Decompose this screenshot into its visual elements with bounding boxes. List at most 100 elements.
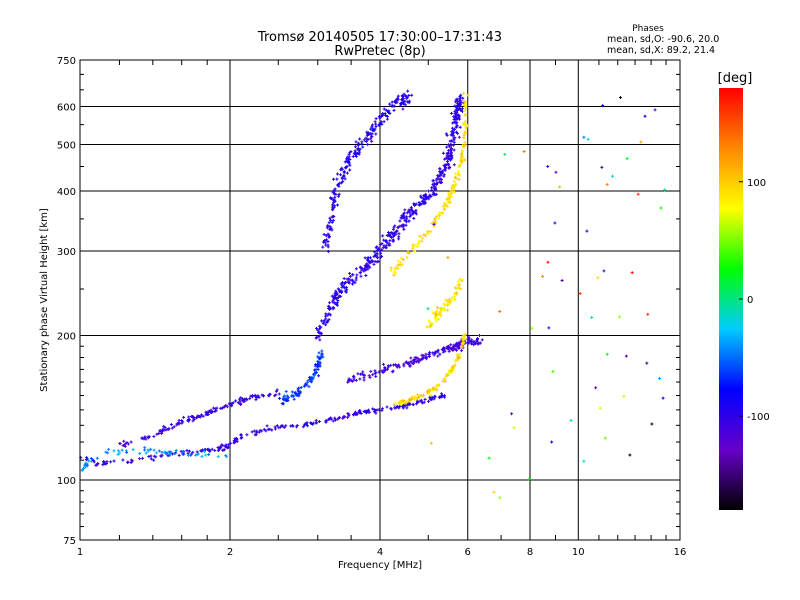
- data-point: [432, 192, 436, 196]
- data-point: [205, 413, 209, 417]
- data-point: [438, 180, 442, 184]
- data-point: [440, 178, 443, 182]
- data-point: [116, 449, 120, 453]
- data-point: [453, 344, 457, 348]
- x-tick-label: 1: [77, 547, 83, 558]
- data-point: [421, 401, 425, 405]
- data-point: [503, 152, 507, 156]
- data-point: [306, 379, 310, 383]
- data-point: [230, 401, 234, 405]
- data-point: [362, 378, 366, 382]
- data-point: [283, 398, 287, 402]
- data-point: [590, 315, 594, 319]
- data-point: [382, 120, 386, 124]
- y-tick-label: 100: [57, 476, 76, 487]
- data-point: [547, 326, 551, 330]
- data-point: [434, 217, 438, 221]
- data-point: [456, 113, 460, 117]
- data-point: [386, 110, 390, 114]
- data-point: [420, 239, 424, 243]
- data-point: [447, 302, 451, 306]
- data-point: [630, 271, 634, 275]
- data-point: [437, 216, 441, 220]
- data-point: [291, 393, 295, 397]
- data-point: [353, 145, 357, 149]
- data-point: [428, 350, 432, 354]
- data-point: [381, 114, 385, 118]
- data-point: [470, 340, 474, 344]
- data-point: [366, 137, 370, 141]
- data-point: [371, 123, 375, 127]
- data-point: [258, 428, 262, 432]
- data-point: [369, 369, 373, 373]
- data-point: [358, 137, 362, 141]
- data-point: [450, 189, 454, 193]
- data-point: [432, 222, 436, 226]
- data-point: [333, 199, 337, 203]
- data-point: [324, 420, 328, 424]
- data-point: [442, 307, 446, 311]
- data-point: [347, 377, 351, 381]
- data-point: [418, 399, 422, 403]
- data-point: [388, 239, 392, 243]
- data-point: [208, 449, 212, 453]
- data-point: [236, 401, 240, 405]
- data-point: [329, 416, 333, 420]
- data-point: [391, 227, 395, 231]
- data-point: [87, 459, 91, 463]
- data-point: [104, 450, 108, 454]
- data-point: [427, 197, 431, 201]
- data-point: [188, 418, 192, 422]
- data-point: [286, 396, 290, 400]
- data-point: [317, 420, 321, 424]
- data-point: [602, 269, 606, 273]
- data-point: [373, 127, 377, 131]
- data-point: [423, 355, 427, 359]
- data-point: [357, 148, 361, 152]
- data-point: [487, 456, 491, 460]
- data-point: [375, 251, 379, 255]
- data-point: [374, 371, 378, 375]
- data-point: [387, 242, 391, 246]
- data-point: [452, 185, 456, 189]
- data-point: [413, 395, 417, 399]
- data-point: [399, 256, 403, 260]
- data-point: [160, 429, 164, 433]
- data-point: [373, 253, 377, 257]
- x-tick-label: 4: [377, 547, 383, 558]
- data-point: [339, 173, 343, 177]
- data-point: [396, 266, 400, 270]
- data-point: [398, 260, 402, 264]
- data-point: [617, 315, 621, 319]
- data-point: [407, 210, 411, 214]
- data-point: [226, 443, 230, 447]
- data-point: [454, 342, 458, 346]
- data-point: [385, 117, 389, 121]
- data-point: [346, 380, 350, 384]
- data-point: [248, 397, 252, 401]
- data-point: [354, 154, 358, 158]
- data-point: [428, 320, 432, 324]
- data-point: [244, 397, 248, 401]
- data-point: [124, 442, 128, 446]
- data-point: [95, 456, 99, 460]
- data-point: [467, 339, 471, 343]
- data-point: [582, 135, 586, 139]
- data-point: [445, 373, 449, 377]
- phase-stats-heading: Phases: [632, 24, 664, 34]
- data-point: [456, 177, 460, 181]
- data-point: [462, 341, 466, 345]
- data-point: [447, 166, 451, 170]
- data-point: [434, 178, 438, 182]
- data-point: [594, 386, 598, 390]
- data-point: [411, 403, 415, 407]
- data-point: [374, 117, 378, 121]
- data-point: [392, 363, 396, 367]
- data-point: [362, 373, 366, 377]
- data-point: [318, 324, 322, 328]
- data-point: [406, 403, 410, 407]
- data-point: [425, 390, 429, 394]
- data-point: [392, 270, 396, 274]
- data-point: [201, 414, 205, 418]
